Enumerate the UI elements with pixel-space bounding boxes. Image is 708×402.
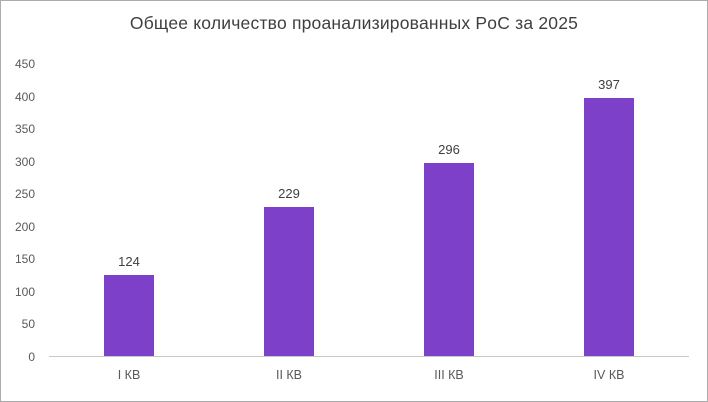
y-tick-label: 450 [14,57,35,71]
y-tick-label: 0 [28,350,35,364]
x-tick-label: IV КВ [593,368,625,382]
x-tick-label: III КВ [434,368,464,382]
value-label: 124 [118,254,140,270]
y-tick-label: 50 [21,317,35,332]
y-tick-label: 150 [14,252,35,267]
plot-area: 124 229 296 397 [49,63,689,357]
y-tick-label: 200 [14,219,35,234]
x-axis-labels: I КВ II КВ III КВ IV КВ [49,369,689,387]
value-label: 229 [278,185,300,201]
y-tick-label: 400 [14,89,35,104]
y-tick-label: 100 [14,284,35,299]
bar [584,97,634,356]
y-axis: 0 50 100 150 200 250 300 350 400 450 [1,58,41,363]
value-label: 296 [438,142,460,158]
y-tick-label: 350 [14,122,35,137]
bar [104,275,154,356]
bar [424,163,474,356]
value-label: 397 [598,76,620,92]
x-tick-label: II КВ [275,368,303,382]
x-tick-label: I КВ [117,368,141,382]
bar [264,206,314,356]
chart-title: Общее количество проанализированных PoC … [129,13,579,33]
y-tick-label: 300 [14,154,35,169]
y-tick-label: 250 [14,187,35,202]
